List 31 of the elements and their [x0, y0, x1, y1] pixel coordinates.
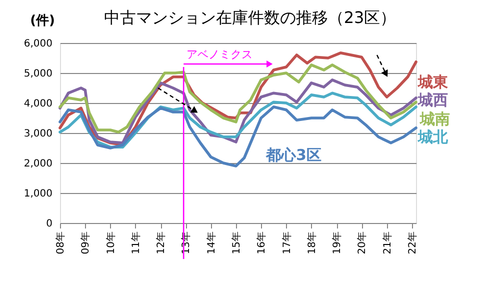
- x-tick-label: 20年: [356, 232, 368, 254]
- ref-line-label: アベノミクス: [186, 48, 253, 61]
- series-label: 城南: [419, 110, 450, 128]
- x-tick-label: 22年: [406, 232, 418, 254]
- series-label: 城北: [417, 128, 449, 146]
- y-tick-label: 0: [46, 218, 52, 230]
- x-tick-label: 14年: [205, 232, 218, 254]
- series-label: 城西: [417, 90, 448, 109]
- series-label: 都心3区: [265, 146, 322, 164]
- y-tick-label: 4,000: [24, 98, 52, 110]
- x-tick-label: 08年: [54, 232, 66, 254]
- y-tick-label: 1,000: [24, 188, 52, 200]
- x-tick-label: 10年: [104, 232, 117, 254]
- x-tick-label: 19年: [331, 232, 344, 254]
- y-tick-label: 2,000: [24, 158, 52, 170]
- x-tick-label: 18年: [306, 232, 318, 254]
- x-tick-label: 21年: [381, 232, 394, 254]
- x-tick-label: 11年: [130, 232, 142, 254]
- x-tick-label: 15年: [230, 232, 242, 254]
- y-tick-label: 5,000: [24, 68, 52, 80]
- y-axis-title: (件): [30, 14, 55, 28]
- chart-title: 中古マンション在庫件数の推移（23区）: [104, 8, 396, 27]
- y-tick-label: 3,000: [24, 128, 52, 140]
- x-tick-label: 09年: [80, 232, 92, 254]
- x-tick-label: 17年: [280, 232, 293, 254]
- x-tick-label: 16年: [256, 232, 268, 254]
- x-tick-label: 12年: [155, 232, 168, 254]
- series-label: 城東: [417, 72, 449, 91]
- line-series: [58, 64, 418, 134]
- y-tick-label: 6,000: [24, 38, 52, 50]
- line-series: [58, 106, 418, 168]
